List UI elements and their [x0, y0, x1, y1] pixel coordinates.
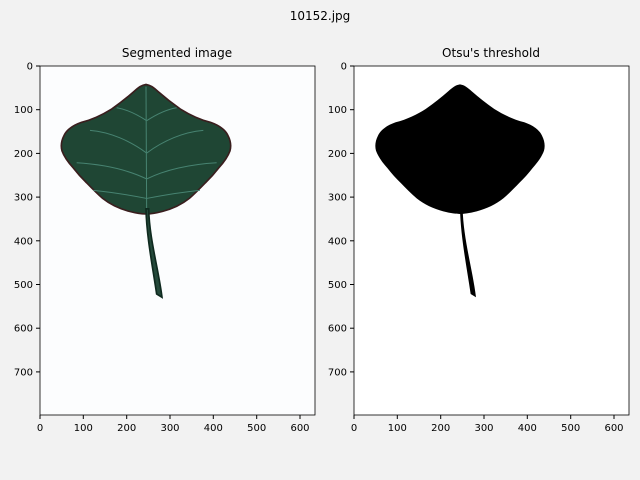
x-tick-label: 200 — [117, 423, 136, 434]
y-tick-label: 400 — [328, 236, 347, 247]
panel-otsu: Otsu's threshold 0 100 200 300 400 500 6… — [328, 46, 630, 434]
figure-title: 10152.jpg — [290, 9, 351, 23]
x-tick-label: 0 — [37, 423, 43, 434]
x-tick-label: 100 — [388, 423, 407, 434]
x-tick-label: 100 — [74, 423, 93, 434]
y-tick-label: 500 — [14, 280, 33, 291]
y-tick-label: 700 — [14, 367, 33, 378]
y-tick-label: 600 — [14, 324, 33, 335]
y-tick-label: 100 — [14, 105, 33, 116]
y-tick-label: 300 — [328, 193, 347, 204]
x-axis-otsu: 0 100 200 300 400 500 600 — [351, 415, 624, 434]
y-tick-label: 700 — [328, 367, 347, 378]
x-tick-label: 200 — [431, 423, 450, 434]
y-tick-label: 200 — [328, 149, 347, 160]
y-tick-label: 400 — [14, 236, 33, 247]
panel-title-segmented: Segmented image — [122, 46, 232, 60]
y-axis-otsu: 0 100 200 300 400 500 600 700 — [328, 62, 354, 378]
y-tick-label: 500 — [328, 280, 347, 291]
x-tick-label: 400 — [518, 423, 537, 434]
x-tick-label: 300 — [160, 423, 179, 434]
panel-segmented: Segmented image — [14, 46, 316, 434]
y-tick-label: 100 — [328, 105, 347, 116]
y-axis-segmented: 0 100 200 300 400 500 600 700 — [14, 62, 40, 378]
x-tick-label: 0 — [351, 423, 357, 434]
y-tick-label: 600 — [328, 324, 347, 335]
leaf-photo — [60, 83, 232, 299]
y-tick-label: 0 — [341, 62, 347, 73]
y-tick-label: 0 — [27, 62, 33, 73]
x-tick-label: 500 — [561, 423, 580, 434]
x-axis-segmented: 0 100 200 300 400 500 600 — [37, 415, 310, 434]
y-tick-label: 300 — [14, 193, 33, 204]
x-tick-label: 400 — [204, 423, 223, 434]
x-tick-label: 300 — [474, 423, 493, 434]
x-tick-label: 500 — [247, 423, 266, 434]
y-tick-label: 200 — [14, 149, 33, 160]
panel-title-otsu: Otsu's threshold — [442, 46, 540, 60]
x-tick-label: 600 — [290, 423, 309, 434]
x-tick-label: 600 — [604, 423, 623, 434]
